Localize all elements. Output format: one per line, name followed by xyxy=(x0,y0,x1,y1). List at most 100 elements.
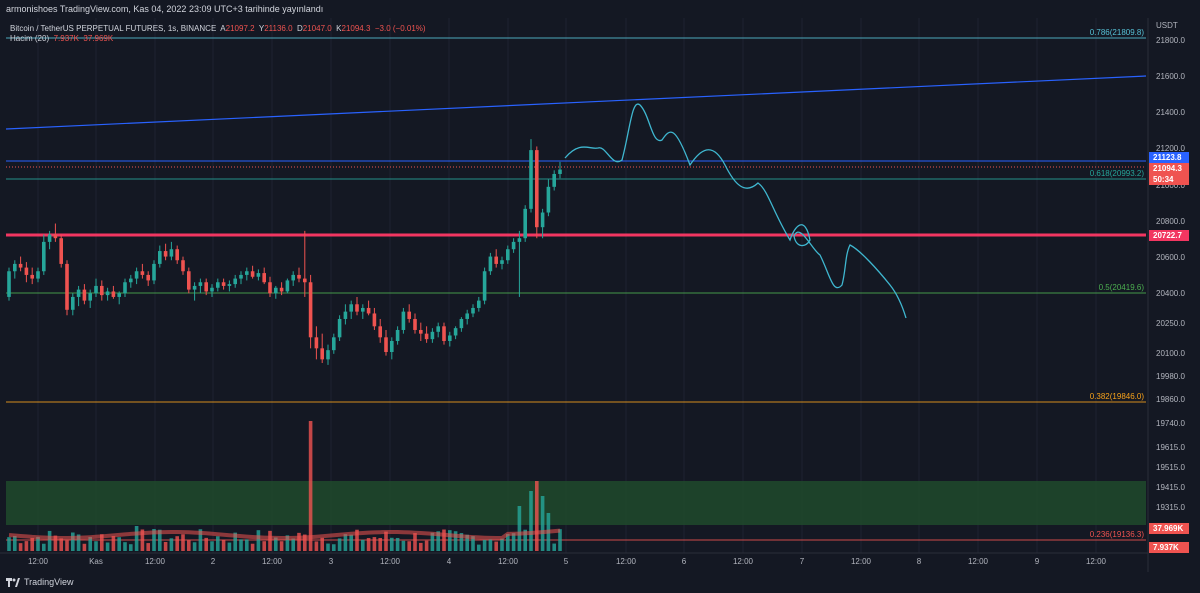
x-tick-label: 12:00 xyxy=(380,557,401,566)
volume-bar xyxy=(384,531,388,551)
candle-body xyxy=(279,287,284,292)
volume-bar xyxy=(233,532,237,551)
volume-bar xyxy=(372,537,377,551)
y-tick-label: 19980.0 xyxy=(1156,372,1185,381)
candle-body xyxy=(181,260,185,272)
volume-bar xyxy=(291,538,295,551)
legend-volume-row: Hacim (20) 7.937K 37.969K xyxy=(10,34,113,43)
y-axis-unit: USDT xyxy=(1156,21,1178,30)
volume-bar xyxy=(204,537,208,551)
candle-body xyxy=(7,271,11,297)
volume-bar xyxy=(111,536,116,551)
candle-body xyxy=(517,238,522,242)
candle-body xyxy=(233,278,237,285)
volume-bar xyxy=(59,538,63,551)
trendline xyxy=(5,75,1147,130)
candle-body xyxy=(361,307,365,312)
x-tick-label: 3 xyxy=(329,557,334,566)
candle-body xyxy=(245,271,249,275)
candle-body xyxy=(146,274,150,281)
volume-bar xyxy=(326,543,330,551)
price-tag-box xyxy=(1149,163,1189,174)
legend-symbol-row: Bitcoin / TetherUS PERPETUAL FUTURES, 1s… xyxy=(10,24,426,33)
candle-body xyxy=(36,271,40,279)
y-tick-label: 19740.0 xyxy=(1156,419,1185,428)
candle-body xyxy=(158,251,162,264)
candle-body xyxy=(123,282,127,294)
candle-body xyxy=(546,186,551,213)
candle-body xyxy=(523,208,527,239)
candle-body xyxy=(384,337,388,352)
legend-volume: 7.937K xyxy=(53,34,79,43)
candle-body xyxy=(372,313,377,327)
candle-body xyxy=(65,263,69,310)
candle-body xyxy=(337,318,342,338)
x-tick-label: 12:00 xyxy=(968,557,989,566)
candle-body xyxy=(430,331,435,340)
header-bar: armonishoes TradingView.com, Kas 04, 202… xyxy=(0,0,1200,18)
volume-bar xyxy=(152,529,156,551)
candle-body xyxy=(471,307,475,314)
price-tag-box xyxy=(1149,523,1189,534)
volume-bar xyxy=(511,533,516,551)
y-tick-label: 21400.0 xyxy=(1156,108,1185,117)
volume-bar xyxy=(140,529,145,551)
candles-group xyxy=(7,139,562,365)
candle-body xyxy=(390,340,394,352)
volume-bar xyxy=(71,532,75,551)
legend-symbol: Bitcoin / TetherUS PERPETUAL FUTURES, 1s… xyxy=(10,24,217,33)
candle-body xyxy=(424,333,429,340)
y-tick-label: 20800.0 xyxy=(1156,217,1185,226)
candle-body xyxy=(332,337,336,351)
volume-bar xyxy=(94,541,98,551)
candle-body xyxy=(94,285,98,294)
candle-body xyxy=(262,273,266,283)
forecast-path xyxy=(564,103,907,319)
volume-bar xyxy=(465,534,469,551)
x-tick-label: 7 xyxy=(800,557,805,566)
candle-body xyxy=(465,313,469,319)
volume-bar xyxy=(88,537,92,551)
price-tag-label: 50:34 xyxy=(1153,175,1174,184)
x-tick-label: 4 xyxy=(447,557,452,566)
volume-bar xyxy=(471,536,475,551)
candle-body xyxy=(297,274,301,279)
tradingview-logo[interactable]: TradingView xyxy=(6,577,74,587)
candle-body xyxy=(76,289,81,297)
candle-body xyxy=(349,304,353,312)
candle-body xyxy=(314,337,319,349)
volume-bar xyxy=(53,535,58,551)
candle-body xyxy=(198,282,203,286)
volume-bar xyxy=(117,537,121,551)
footer xyxy=(0,572,1200,593)
price-tag-label: 21094.3 xyxy=(1153,164,1182,173)
volume-bar xyxy=(30,537,34,551)
volume-bar xyxy=(424,540,429,551)
volume-bar xyxy=(239,539,243,551)
volume-bar xyxy=(262,541,266,551)
y-tick-label: 20600.0 xyxy=(1156,253,1185,262)
candle-body xyxy=(535,150,539,228)
candle-body xyxy=(482,271,487,301)
volume-bar xyxy=(540,496,545,551)
volume-bar xyxy=(349,534,353,551)
candle-body xyxy=(442,326,446,341)
volume-bar xyxy=(355,529,359,551)
candle-body xyxy=(129,278,133,283)
x-tick-label: 12:00 xyxy=(498,557,519,566)
volume-bar xyxy=(477,544,481,551)
volume-bar xyxy=(100,534,104,551)
volume-bar xyxy=(459,533,464,551)
legend-close: 21094.3 xyxy=(341,24,371,33)
volume-bar xyxy=(390,537,394,551)
candle-body xyxy=(395,329,400,341)
volume-bar xyxy=(517,506,522,551)
x-tick-label: 12:00 xyxy=(262,557,283,566)
legend-volume-ma: 37.969K xyxy=(83,34,114,43)
tradingview-logo-icon xyxy=(6,577,20,587)
volume-bar xyxy=(361,539,365,551)
volume-bar xyxy=(482,539,487,551)
volume-bar xyxy=(314,541,319,551)
volume-ma-line xyxy=(8,528,561,540)
